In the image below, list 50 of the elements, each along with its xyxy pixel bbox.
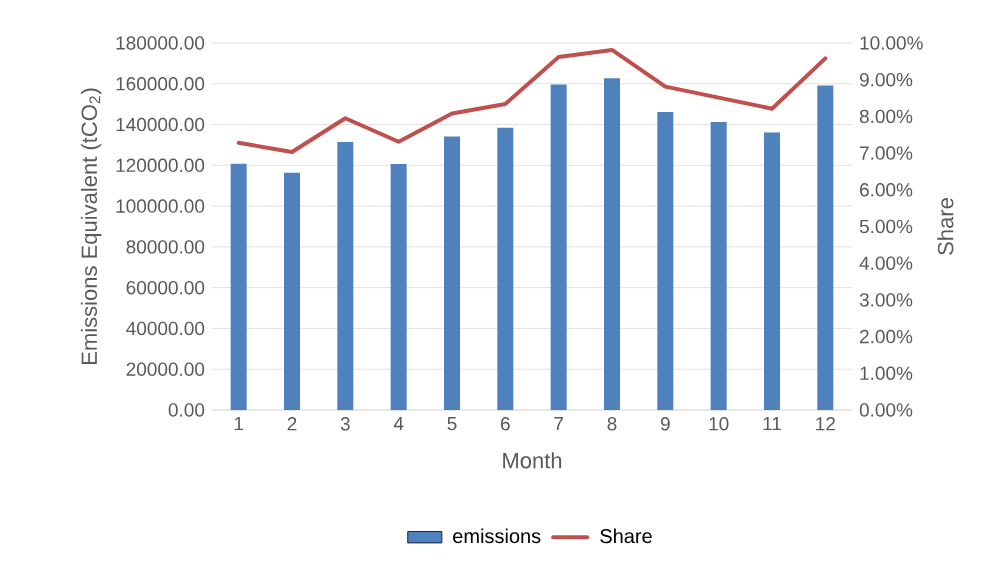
bar: [390, 163, 407, 410]
y2-tick-label: 4.00%: [859, 256, 913, 270]
y2-tick-label: 10.00%: [860, 36, 923, 50]
bar: [817, 85, 834, 410]
legend-label: emissions: [453, 528, 541, 544]
y-tick-label: 180000.00: [116, 36, 205, 50]
bar: [444, 136, 461, 410]
y-tick-label: 100000.00: [116, 199, 205, 213]
x-tick-label: 6: [501, 417, 510, 431]
bar: [550, 84, 567, 410]
x-tick-label: 12: [816, 417, 835, 431]
y2-tick-label: 0.00%: [859, 403, 913, 417]
y2-tick-label: 3.00%: [859, 293, 913, 307]
y-tick-label: 140000.00: [116, 117, 205, 132]
x-tick-label: 3: [340, 417, 350, 431]
x-tick-label: 10: [709, 417, 729, 431]
bar: [710, 122, 727, 410]
x-tick-label: 5: [447, 417, 457, 431]
x-tick-label: 9: [660, 417, 670, 431]
y-tick-label: 40000.00: [126, 321, 205, 336]
x-tick-label: 8: [607, 417, 617, 431]
x-tick-label: 4: [393, 417, 404, 431]
y-tick-label: 0.00: [168, 403, 205, 417]
bar: [284, 172, 300, 410]
x-axis-title: Month: [503, 452, 562, 469]
y-tick-label: 80000.00: [126, 240, 205, 254]
bar: [764, 132, 780, 410]
bar: [230, 163, 247, 410]
y-tick-label: 120000.00: [116, 158, 205, 173]
x-tick-label: 1: [234, 417, 244, 431]
bar: [337, 142, 354, 410]
x-tick-label: 11: [763, 417, 781, 431]
y2-axis-title: Share: [937, 198, 954, 255]
y-axis-title: Emissions Equivalent (tCO$_{2}$): [80, 88, 102, 364]
bar: [657, 112, 674, 410]
y2-tick-label: 8.00%: [859, 109, 913, 124]
y2-tick-label: 7.00%: [860, 146, 913, 160]
y-tick-label: 20000.00: [126, 362, 205, 376]
y-tick-label: 160000.00: [116, 77, 205, 91]
y2-tick-label: 2.00%: [860, 329, 913, 344]
y2-tick-label: 5.00%: [859, 219, 913, 234]
y2-tick-label: 6.00%: [860, 183, 913, 197]
y2-tick-label: 1.00%: [860, 366, 913, 381]
x-tick-label: 2: [287, 417, 297, 431]
bar: [604, 78, 620, 410]
bar: [497, 127, 514, 410]
x-tick-label: 7: [554, 417, 564, 431]
y2-tick-label: 9.00%: [859, 72, 913, 87]
y-tick-label: 60000.00: [126, 280, 205, 295]
legend-label: Share: [600, 528, 652, 544]
